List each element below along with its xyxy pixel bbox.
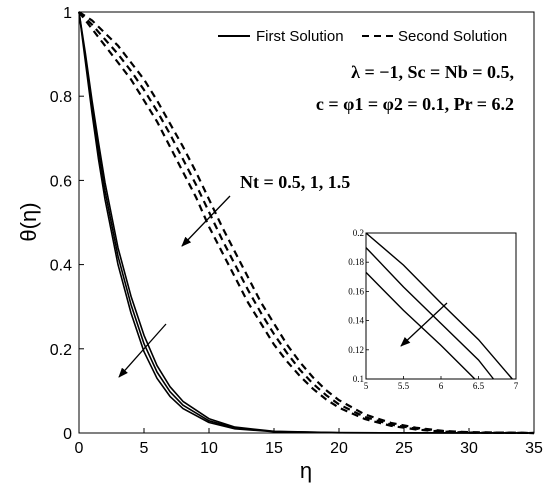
inset-y-tick-label: 0.14 [348,316,364,326]
nt-label: Nt = 0.5, 1, 1.5 [240,172,350,192]
inset-y-tick-label: 0.1 [353,374,364,384]
axis-ticks: 0 5 10 15 20 25 30 35 0 0.2 0.4 0.6 0.8 1 [50,5,543,457]
first-solution-curve-3 [78,11,535,434]
inset-y-tick-label: 0.16 [348,286,364,296]
y-tick-label: 0 [63,426,72,443]
second-solution-curve-2 [78,11,535,435]
second-solution-curve-1 [78,11,535,435]
x-tick-label: 25 [395,440,413,457]
inset-trend-arrow [400,302,448,347]
y-tick-label: 1 [63,5,72,22]
inset-x-tick-label: 5.5 [398,381,410,391]
solid-trend-arrow [118,323,167,378]
y-axis-label: θ(η) [16,202,41,241]
params-line-2: c = φ1 = φ2 = 0.1, Pr = 6.2 [316,94,514,114]
inset-x-tick-label: 7 [514,381,519,391]
y-tick-label: 0.6 [50,173,72,190]
inset-y-tick-label: 0.18 [348,257,364,267]
inset-ticks: 5 5.5 6 6.5 7 0.1 0.12 0.14 0.16 0.18 0.2 [348,228,519,391]
x-axis-label: η [300,458,312,483]
inset-curve-1 [365,271,476,380]
y-tick-label: 0.4 [50,258,72,275]
inset-curve-2 [365,247,495,380]
inset-curves [365,232,513,380]
y-tick-label: 0.8 [50,89,72,106]
legend-second-solution: Second Solution [398,28,507,45]
data-curves [78,11,535,435]
x-tick-label: 35 [525,440,543,457]
inset-plot: 5 5.5 6 6.5 7 0.1 0.12 0.14 0.16 0.18 0.2 [348,228,519,391]
second-solution-curve-3 [78,11,535,435]
x-tick-label: 30 [460,440,478,457]
y-tick-label: 0.2 [50,342,72,359]
legend: First Solution Second Solution [218,28,507,45]
x-tick-label: 15 [265,440,283,457]
x-tick-label: 0 [75,440,84,457]
inset-y-tick-label: 0.12 [348,345,364,355]
legend-first-solution: First Solution [256,28,344,45]
x-tick-label: 20 [330,440,348,457]
inset-x-tick-label: 5 [364,381,369,391]
inset-x-tick-label: 6.5 [473,381,485,391]
x-tick-label: 10 [200,440,218,457]
inset-y-tick-label: 0.2 [353,228,364,238]
params-line-1: λ = −1, Sc = Nb = 0.5, [351,62,514,82]
dashed-trend-arrow [181,195,231,247]
inset-x-tick-label: 6 [439,381,444,391]
inset-curve-3 [365,232,513,380]
x-tick-label: 5 [140,440,149,457]
